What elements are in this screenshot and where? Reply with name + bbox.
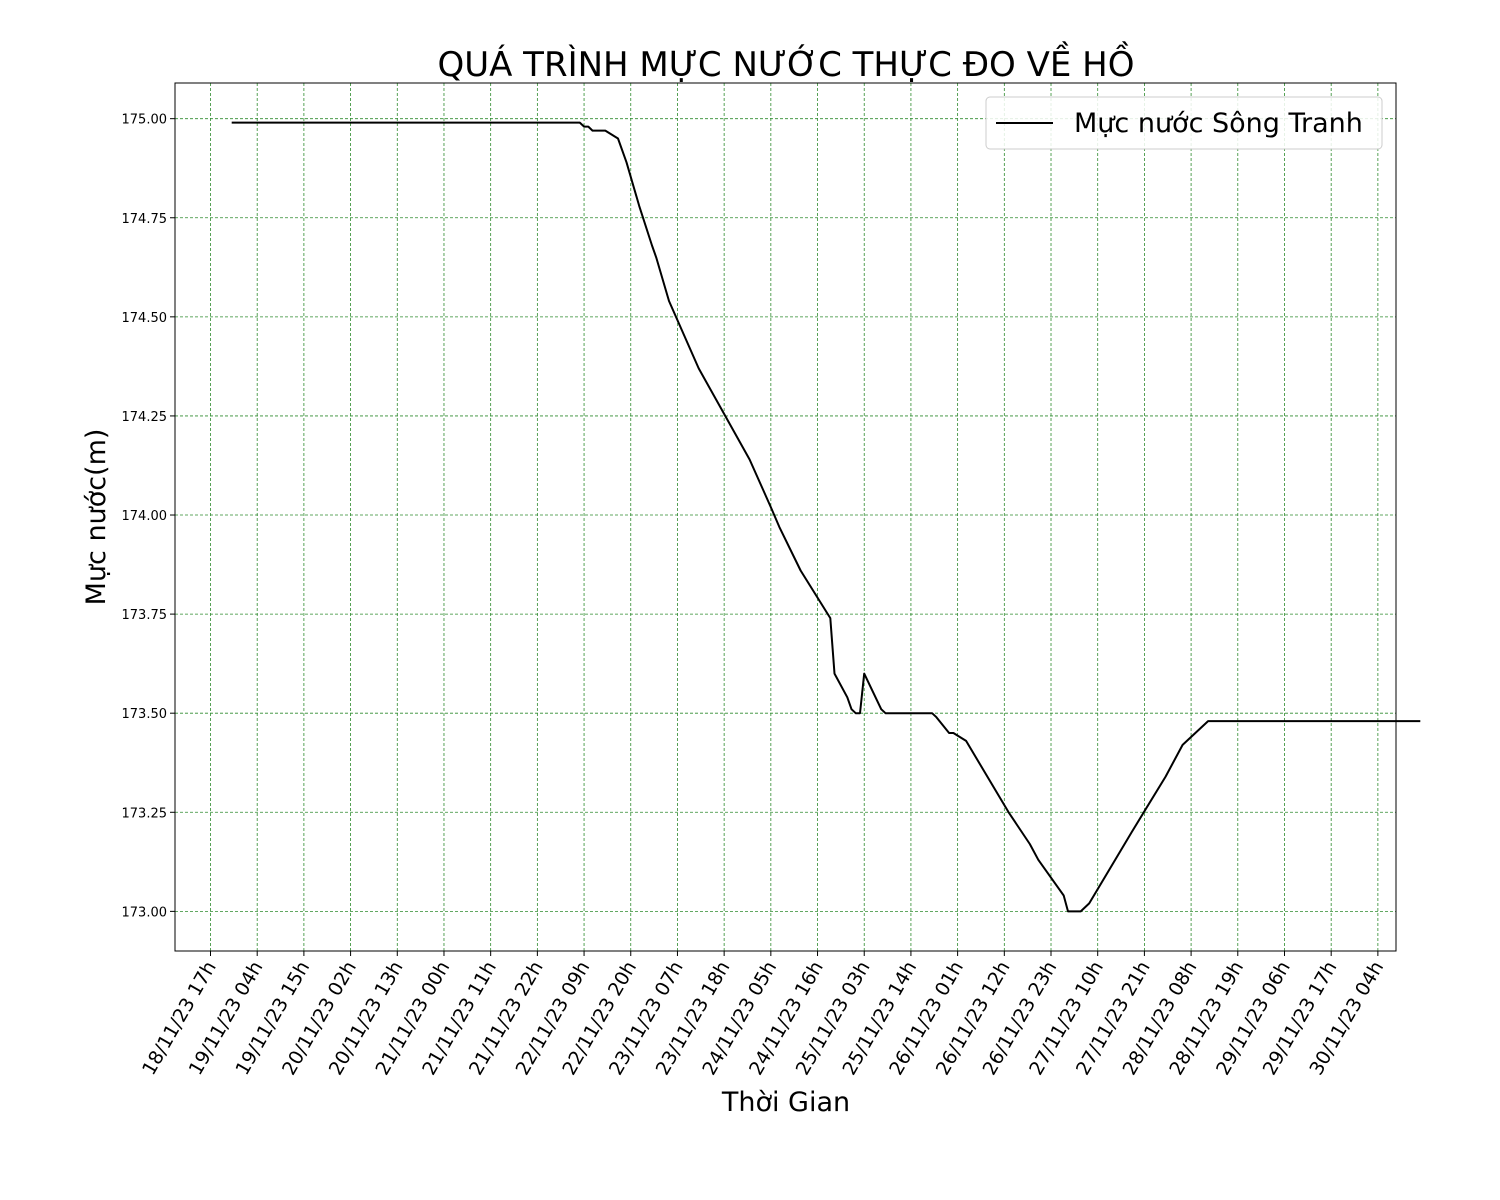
x-axis-title: Thời Gian	[721, 1087, 850, 1118]
y-tick-label: 173.50	[122, 707, 168, 722]
y-tick-label: 173.75	[122, 608, 168, 623]
y-tick-label: 174.50	[122, 311, 168, 326]
y-axis: 173.00 173.25 173.50 173.75 174.00 174.25 174.…	[122, 113, 175, 920]
y-tick-label: 174.25	[122, 410, 168, 425]
y-tick-label: 175.00	[122, 113, 168, 128]
series-layer	[231, 121, 1421, 913]
y-tick-label: 173.00	[122, 905, 168, 920]
y-axis-title: Mực nước(m)	[81, 429, 112, 606]
y-tick-label: 174.00	[122, 509, 168, 524]
y-tick-label: 173.25	[122, 806, 168, 821]
series-line	[231, 121, 1421, 913]
y-tick-label: 174.75	[122, 212, 168, 227]
legend-label: Mực nước Sông Tranh	[1074, 108, 1363, 139]
chart-title: QUÁ TRÌNH MỰC NƯỚC THỰC ĐO VỀ HỒ	[437, 41, 1134, 85]
plot-area-frame	[174, 82, 1397, 952]
legend-box	[985, 96, 1383, 150]
legend: Mực nước Sông Tranh	[985, 96, 1383, 150]
